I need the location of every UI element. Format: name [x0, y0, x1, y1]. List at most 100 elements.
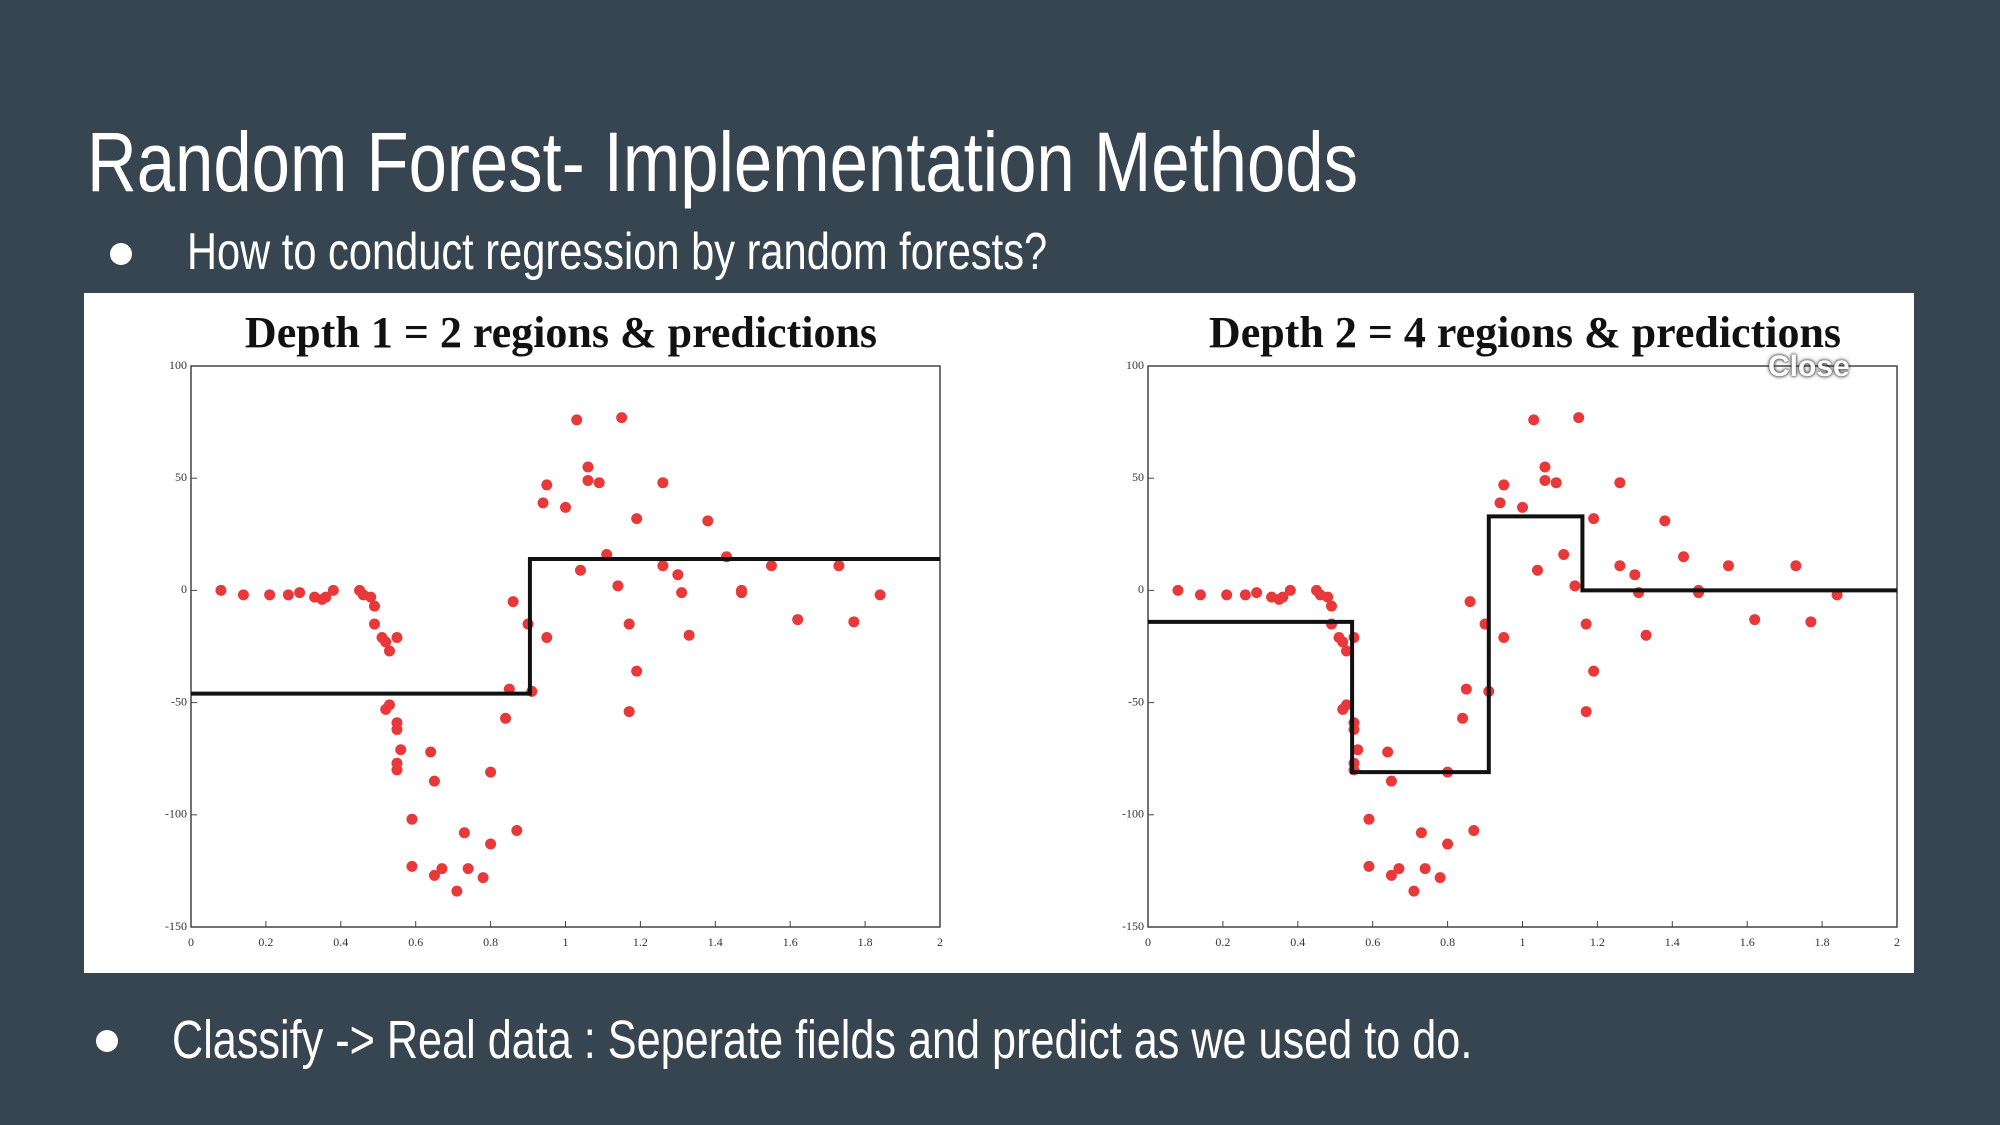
data-point — [1614, 560, 1626, 572]
data-point — [1434, 872, 1446, 884]
x-tick-label: 0.2 — [258, 935, 273, 949]
data-point — [380, 636, 392, 648]
x-tick-label: 1.4 — [1665, 935, 1680, 949]
data-point — [1363, 860, 1375, 872]
data-point — [406, 813, 418, 825]
data-point — [574, 564, 586, 576]
data-point — [406, 860, 418, 872]
data-point — [264, 589, 276, 601]
x-tick-label: 2 — [937, 935, 943, 949]
y-tick-label: 0 — [181, 582, 187, 596]
y-tick-label: -150 — [165, 919, 187, 933]
data-point — [320, 591, 332, 603]
data-point — [425, 746, 437, 758]
data-point — [582, 474, 594, 486]
data-point — [560, 501, 571, 513]
data-point — [383, 645, 395, 657]
data-point — [477, 872, 489, 884]
data-point — [485, 838, 497, 850]
x-tick-label: 2 — [1894, 935, 1900, 949]
data-point — [571, 414, 583, 426]
y-tick-label: 0 — [1138, 582, 1144, 596]
data-point — [612, 580, 624, 592]
x-tick-label: 1.8 — [1815, 935, 1830, 949]
x-tick-label: 0.6 — [1365, 935, 1380, 949]
data-point — [683, 629, 695, 641]
data-point — [1550, 477, 1562, 489]
data-point — [1528, 414, 1540, 426]
data-point — [462, 863, 474, 875]
y-tick-label: 50 — [1132, 470, 1144, 484]
x-tick-label: 0 — [1145, 935, 1151, 949]
data-point — [428, 775, 440, 787]
data-point — [623, 706, 635, 718]
data-point — [1221, 589, 1233, 601]
data-point — [631, 513, 643, 525]
data-point — [1393, 863, 1405, 875]
data-point — [1678, 551, 1690, 563]
data-point — [511, 825, 523, 837]
x-tick-label: 1 — [563, 935, 569, 949]
data-point — [537, 497, 549, 509]
x-tick-label: 0.4 — [333, 935, 348, 949]
data-point — [1337, 636, 1349, 648]
data-point — [391, 632, 403, 644]
chart: Depth 1 = 2 regions & predictions 0 0.2 0.4… — [165, 308, 943, 949]
data-point — [1498, 632, 1510, 644]
data-point — [1322, 591, 1334, 603]
data-point — [294, 587, 306, 599]
data-point — [436, 863, 448, 875]
prediction-line — [1148, 514, 1897, 775]
panel-background — [84, 293, 1914, 973]
data-point — [1464, 596, 1476, 608]
data-point — [395, 744, 407, 756]
data-point — [792, 614, 804, 626]
x-tick-label: 1.8 — [858, 935, 873, 949]
data-point — [1539, 461, 1551, 473]
data-point — [736, 587, 748, 599]
data-point — [874, 589, 886, 601]
data-point — [631, 665, 643, 677]
data-point — [1790, 560, 1802, 572]
data-point — [282, 589, 294, 601]
data-point — [1284, 584, 1296, 596]
data-point — [485, 766, 497, 778]
y-tick-label: -50 — [1128, 694, 1144, 708]
data-point — [380, 703, 392, 715]
data-point — [1385, 869, 1397, 881]
data-point — [582, 461, 594, 473]
slide-title: Random Forest- Implementation Methods — [87, 115, 1359, 209]
data-point — [1326, 600, 1338, 612]
data-point — [1442, 838, 1454, 850]
data-point — [1415, 827, 1427, 839]
close-button[interactable]: Close — [1768, 350, 1850, 383]
data-point — [1640, 629, 1652, 641]
data-point — [1573, 412, 1585, 424]
data-point — [1494, 497, 1506, 509]
data-point — [623, 618, 635, 630]
data-point — [657, 477, 669, 489]
data-point — [369, 600, 381, 612]
data-point — [1382, 746, 1394, 758]
y-tick-label: -100 — [165, 807, 187, 821]
bullet-text: Classify -> Real data : Seperate fields … — [172, 1010, 1473, 1070]
y-tick-label: -100 — [1122, 807, 1144, 821]
data-point — [1340, 645, 1352, 657]
data-point — [1498, 479, 1510, 491]
data-point — [1194, 589, 1206, 601]
x-tick-label: 1.4 — [708, 935, 723, 949]
data-point — [1539, 474, 1551, 486]
x-tick-label: 1 — [1520, 935, 1526, 949]
data-point — [1531, 564, 1543, 576]
x-tick-label: 0.8 — [483, 935, 498, 949]
data-point — [1277, 591, 1289, 603]
data-point — [1659, 515, 1671, 527]
data-point — [1408, 885, 1420, 897]
data-point — [391, 764, 403, 776]
bullet-dot — [110, 243, 132, 265]
x-tick-label: 0.8 — [1440, 935, 1455, 949]
data-point — [428, 869, 440, 881]
chart-title: Depth 2 = 4 regions & predictions — [1209, 308, 1841, 357]
data-point — [369, 618, 381, 630]
data-point — [833, 560, 845, 572]
